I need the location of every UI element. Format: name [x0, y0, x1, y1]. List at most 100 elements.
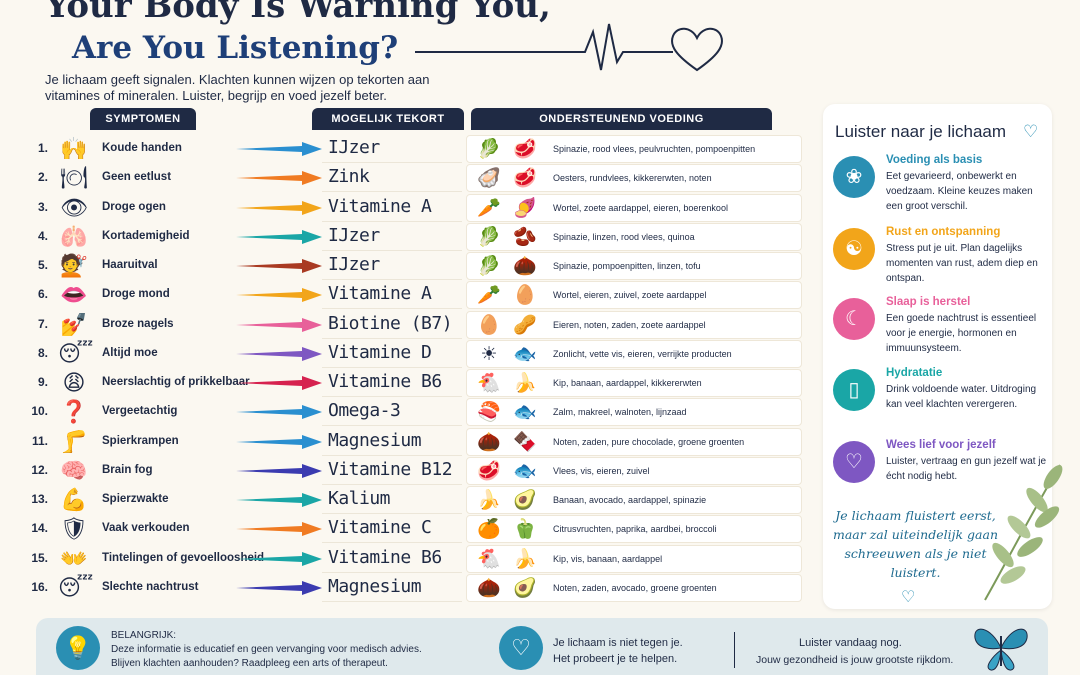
divider	[734, 632, 735, 668]
banner-right-line2: Jouw gezondheid is jouw grootste rijkdom…	[756, 654, 954, 666]
tip-title: Slaap is herstel	[886, 296, 971, 308]
food-icon: 🫘	[513, 226, 537, 248]
symptom-icon: 😴	[58, 575, 94, 601]
row-number: 12.	[31, 462, 48, 477]
food-icon: 🥕	[477, 197, 501, 219]
voeding-cell: 🥕 🍠 Wortel, zoete aardappel, eieren, boe…	[466, 193, 802, 222]
symptom-icon: 🦵	[60, 429, 88, 455]
food-icon: 🌰	[513, 256, 537, 277]
row-number: 7.	[37, 316, 48, 331]
symptom-icon: 💅	[60, 312, 88, 338]
table-row: 2. 🍽 Geen eetlust Zink 🦪 🥩 Oesters, rund…	[0, 164, 810, 193]
heart-icon: ♡	[901, 589, 916, 606]
symptom-label: Geen eetlust	[102, 171, 172, 184]
tekort-label: Magnesium	[328, 575, 422, 597]
tekort-label: Vitamine A	[328, 283, 432, 305]
food-icon: 🥩	[513, 168, 537, 190]
header-symptomen: SYMPTOMEN	[90, 108, 196, 130]
voeding-cell: 🌰 🍫 Noten, zaden, pure chocolade, groene…	[466, 427, 802, 456]
arrow-icon	[236, 317, 322, 332]
symptom-label: Kortademigheid	[102, 229, 190, 242]
arrow-icon	[236, 376, 322, 390]
arrow-icon	[236, 259, 322, 273]
table-row: 14. 🛡 Vaak verkouden Vitamine C 🍊 🫑 Citr…	[0, 515, 810, 544]
banner-mid-line2: Het probeert je te helpen.	[553, 653, 678, 665]
food-icon: ☀	[480, 343, 498, 365]
lightbulb-icon: 💡	[56, 626, 100, 670]
symptom-icon: 👁	[60, 195, 88, 221]
voeding-cell: 🦪 🥩 Oesters, rundvlees, kikkererwten, no…	[466, 164, 802, 193]
lotus-icon: ❀	[833, 156, 875, 198]
voeding-label: Wortel, eieren, zuivel, zoete aardappel	[553, 290, 707, 301]
tekort-label: Vitamine A	[328, 195, 432, 217]
voeding-label: Banaan, avocado, aardappel, spinazie	[553, 495, 707, 505]
advice-tip: ☾ Slaap is herstel Een goede nachtrust i…	[833, 296, 1048, 366]
tekort-label: Vitamine C	[328, 517, 432, 539]
food-icon: 🥩	[477, 460, 501, 482]
banner-line2: Blijven klachten aanhouden? Raadpleeg ee…	[111, 658, 388, 669]
leaves-decoration	[984, 464, 1063, 601]
voeding-cell: 🐔 🍌 Kip, vis, banaan, aardappel	[466, 544, 802, 573]
voeding-label: Kip, vis, banaan, aardappel	[553, 553, 663, 564]
tekort-cell: Vitamine B12	[322, 458, 462, 485]
voeding-cell: 🥬 🌰 Spinazie, pompoenpitten, linzen, tof…	[466, 252, 802, 280]
voeding-label: Vlees, vis, eieren, zuivel	[553, 465, 650, 476]
tekort-label: IJzer	[328, 254, 380, 275]
symptom-label: Droge mond	[102, 288, 170, 301]
tekort-cell: IJzer	[322, 224, 462, 251]
food-icon: 🐟	[513, 343, 537, 365]
food-icon: 🌰	[477, 431, 501, 453]
tekort-cell: Magnesium	[322, 575, 462, 602]
voeding-cell: 🥚 🥜 Eieren, noten, zaden, zoete aardappe…	[466, 310, 802, 339]
food-icon: 🐟	[513, 460, 537, 482]
tip-text: Luister, vertraag en gun jezelf wat je é…	[886, 456, 1047, 482]
row-number: 13.	[31, 492, 48, 506]
row-number: 5.	[37, 258, 48, 272]
voeding-cell: 🥩 🐟 Vlees, vis, eieren, zuivel	[466, 456, 802, 485]
tip-title: Rust en ontspanning	[886, 226, 1001, 238]
food-icon: 🥕	[477, 285, 501, 307]
symptom-icon: 😩	[62, 371, 86, 396]
panel-title: Luister naar je lichaam	[835, 122, 1007, 141]
row-number: 15.	[31, 550, 48, 565]
voeding-label: Kip, banaan, aardappel, kikkererwten	[553, 378, 702, 388]
voeding-cell: 🍊 🫑 Citrusvruchten, paprika, aardbei, br…	[466, 515, 802, 544]
symptom-label: Haaruitval	[102, 259, 158, 271]
symptom-label: Brain fog	[102, 463, 153, 476]
voeding-cell: 🥕 🥚 Wortel, eieren, zuivel, zoete aardap…	[466, 281, 802, 310]
glass-icon: ▯	[833, 369, 875, 411]
food-icon: 🌰	[477, 577, 501, 599]
food-icon: 🍌	[477, 490, 501, 511]
symptom-icon: 🍽	[60, 166, 88, 192]
arrow-icon	[236, 493, 322, 507]
table-row: 7. 💅 Broze nagels Biotine (B7) 🥚 🥜 Eiere…	[0, 310, 810, 340]
tekort-label: Biotine (B7)	[328, 312, 453, 334]
banner-title: BELANGRIJK:	[111, 630, 177, 641]
table-row: 3. 👁 Droge ogen Vitamine A 🥕 🍠 Wortel, z…	[0, 193, 810, 223]
tip-text: Drink voldoende water. Uitdroging kan ve…	[886, 384, 1037, 410]
table-row: 1. 🙌 Koude handen IJzer 🥬 🥩 Spinazie, ro…	[0, 135, 810, 164]
food-icon: 🦪	[477, 168, 501, 190]
tekort-cell: Vitamine D	[322, 341, 462, 368]
voeding-cell: 🍌 🥑 Banaan, avocado, aardappel, spinazie	[466, 486, 802, 514]
symptom-label: Slechte nachtrust	[102, 580, 199, 593]
row-number: 11.	[31, 433, 48, 448]
food-icon: 🥜	[513, 314, 537, 336]
disclaimer-banner: 💡 BELANGRIJK: Deze informatie is educati…	[36, 618, 1048, 675]
voeding-label: Oesters, rundvlees, kikkererwten, noten	[553, 173, 712, 184]
food-icon: 🍠	[513, 197, 537, 219]
tekort-cell: Vitamine A	[322, 282, 462, 310]
symptom-label: Spierkrampen	[102, 434, 179, 447]
tekort-label: Vitamine B12	[328, 458, 453, 480]
arrow-icon	[236, 580, 322, 595]
tekort-cell: Magnesium	[322, 429, 462, 456]
tekort-cell: IJzer	[322, 136, 462, 163]
row-number: 6.	[37, 287, 48, 302]
row-number: 1.	[37, 141, 48, 155]
symptom-icon: 👐	[60, 546, 88, 572]
table-row: 11. 🦵 Spierkrampen Magnesium 🌰 🍫 Noten, …	[0, 427, 810, 457]
tekort-label: Vitamine B6	[328, 546, 442, 568]
tekort-cell: Vitamine B6	[322, 370, 462, 397]
tekort-label: Vitamine D	[328, 341, 432, 363]
table-row: 10. ❓ Vergeetachtig Omega-3 🍣 🐟 Zalm, ma…	[0, 398, 810, 427]
